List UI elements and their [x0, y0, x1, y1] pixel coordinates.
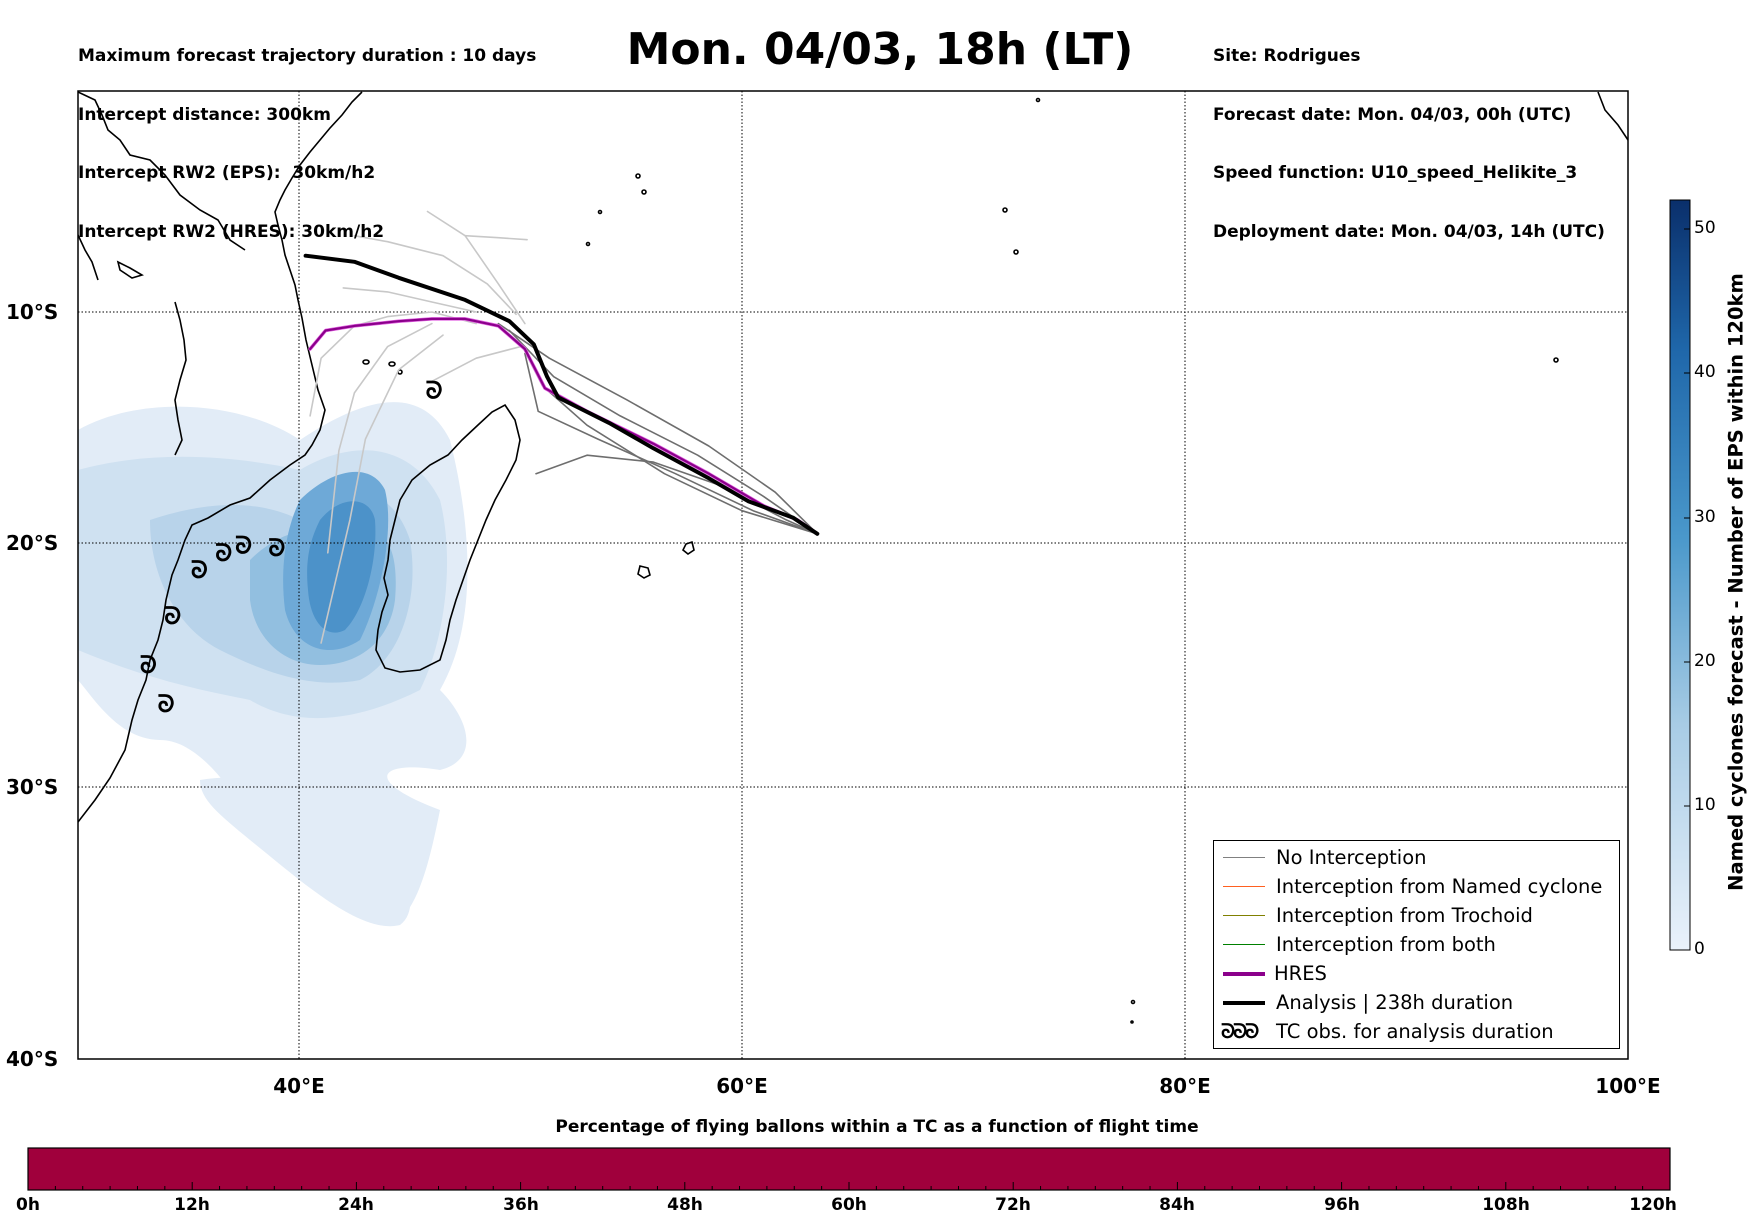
- legend-item-named-cyclone: Interception from Named cyclone: [1214, 872, 1619, 901]
- lat-label-10s: 10°S: [6, 300, 59, 324]
- eps-track: [464, 234, 528, 241]
- legend-swatch: [1223, 857, 1265, 858]
- legend-item-trochoid: Interception from Trochoid: [1214, 901, 1619, 930]
- colorbar-tick: 20: [1694, 651, 1716, 671]
- deployment-date: Deployment date: Mon. 04/03, 14h (UTC): [1213, 221, 1605, 242]
- coastline: [78, 91, 1628, 1024]
- site-info: Site: Rodrigues Forecast date: Mon. 04/0…: [1213, 8, 1605, 262]
- tc-observation-marker: ᘐ: [235, 531, 252, 559]
- legend-item-tc-obs: ᘐᘐᘐ TC obs. for analysis duration: [1214, 1017, 1619, 1046]
- tc-symbol-icon: ᘐᘐᘐ: [1221, 1019, 1259, 1043]
- time-label: 96h: [1324, 1195, 1360, 1215]
- graticule: [78, 91, 1628, 1059]
- lat-label-40s: 40°S: [6, 1047, 59, 1071]
- legend-label: Interception from both: [1276, 933, 1496, 956]
- colorbar-ticks: [1684, 228, 1690, 951]
- eps-track: [353, 234, 517, 316]
- site-name: Site: Rodrigues: [1213, 46, 1361, 66]
- eps-track: [326, 322, 433, 554]
- colorbar-label: Named cyclones forecast - Number of EPS …: [1724, 273, 1748, 891]
- param-rw2-hres: Intercept RW2 (HRES): 30km/h2: [78, 221, 385, 242]
- legend-item-hres: HRES: [1214, 959, 1619, 988]
- param-distance: Intercept distance: 300km: [78, 104, 331, 125]
- lon-label-80e: 80°E: [1159, 1074, 1211, 1098]
- colorbar-tick: 50: [1694, 218, 1716, 238]
- colorbar-tick: 10: [1694, 795, 1716, 815]
- eps-track: [342, 287, 478, 313]
- analysis-track: [303, 253, 820, 536]
- time-label: 120h: [1629, 1195, 1677, 1215]
- tc-observation-marker: ᘐ: [140, 651, 157, 679]
- eps-track: [426, 210, 526, 325]
- legend-item-both: Interception from both: [1214, 930, 1619, 959]
- map-frame: [77, 90, 1629, 1060]
- forecast-parameters: Maximum forecast trajectory duration : 1…: [78, 8, 536, 262]
- tc-observation-marker: ᘐ: [426, 377, 443, 405]
- time-label: 12h: [174, 1195, 210, 1215]
- legend-label: HRES: [1274, 962, 1327, 985]
- eps-track: [497, 322, 819, 535]
- legend-swatch: [1223, 915, 1265, 916]
- legend-swatch: [1223, 972, 1265, 976]
- colorbar: [1669, 199, 1691, 951]
- time-label: 108h: [1482, 1195, 1530, 1215]
- legend-item-no-interception: No Interception: [1214, 843, 1619, 872]
- lat-label-30s: 30°S: [6, 775, 59, 799]
- legend-label: TC obs. for analysis duration: [1276, 1020, 1554, 1043]
- param-rw2-eps: Intercept RW2 (EPS): 30km/h2: [78, 163, 376, 183]
- colorbar-tick: 30: [1694, 507, 1716, 527]
- lon-label-100e: 100°E: [1595, 1074, 1661, 1098]
- colorbar-tick: 0: [1694, 939, 1705, 959]
- eps-track: [431, 345, 522, 383]
- eps-track: [508, 329, 819, 535]
- forecast-date: Forecast date: Mon. 04/03, 00h (UTC): [1213, 104, 1572, 125]
- eps-track: [535, 454, 819, 535]
- legend-swatch: [1223, 886, 1265, 887]
- percentage-bar: [27, 1147, 1671, 1191]
- time-label: 48h: [667, 1195, 703, 1215]
- eps-track: [309, 311, 478, 417]
- param-duration: Maximum forecast trajectory duration : 1…: [78, 46, 537, 66]
- lon-label-60e: 60°E: [716, 1074, 768, 1098]
- legend-label: Interception from Named cyclone: [1276, 875, 1603, 898]
- eps-density-field: [78, 402, 468, 927]
- percentage-bar-title: Percentage of flying ballons within a TC…: [555, 1117, 1199, 1137]
- time-label: 60h: [831, 1195, 867, 1215]
- tc-observation-marker: ᘐ: [158, 690, 175, 718]
- tc-observation-marker: ᘐ: [215, 539, 232, 567]
- time-label: 0h: [16, 1195, 40, 1215]
- legend-label: Analysis | 238h duration: [1276, 991, 1514, 1014]
- legend-swatch: [1223, 944, 1265, 945]
- time-label: 36h: [503, 1195, 539, 1215]
- legend-swatch: [1223, 1001, 1265, 1005]
- tc-observation-marker: ᘐ: [268, 534, 285, 562]
- tc-observation-marker: ᘐ: [191, 556, 208, 584]
- lon-label-40e: 40°E: [273, 1074, 325, 1098]
- legend: No Interception Interception from Named …: [1213, 840, 1620, 1049]
- time-label: 72h: [995, 1195, 1031, 1215]
- time-label: 84h: [1159, 1195, 1195, 1215]
- eps-track: [320, 334, 444, 644]
- hres-track: [309, 317, 819, 535]
- eps-track: [524, 352, 819, 535]
- page-title: Mon. 04/03, 18h (LT): [626, 24, 1134, 75]
- percentage-bar-ticks: [27, 1182, 1671, 1190]
- time-label: 24h: [338, 1195, 374, 1215]
- speed-function: Speed function: U10_speed_Helikite_3: [1213, 163, 1578, 183]
- legend-label: Interception from Trochoid: [1276, 904, 1533, 927]
- legend-item-analysis: Analysis | 238h duration: [1214, 988, 1619, 1017]
- colorbar-tick: 40: [1694, 362, 1716, 382]
- legend-label: No Interception: [1276, 846, 1427, 869]
- lat-label-20s: 20°S: [6, 531, 59, 555]
- tc-observation-marker: ᘐ: [164, 602, 181, 630]
